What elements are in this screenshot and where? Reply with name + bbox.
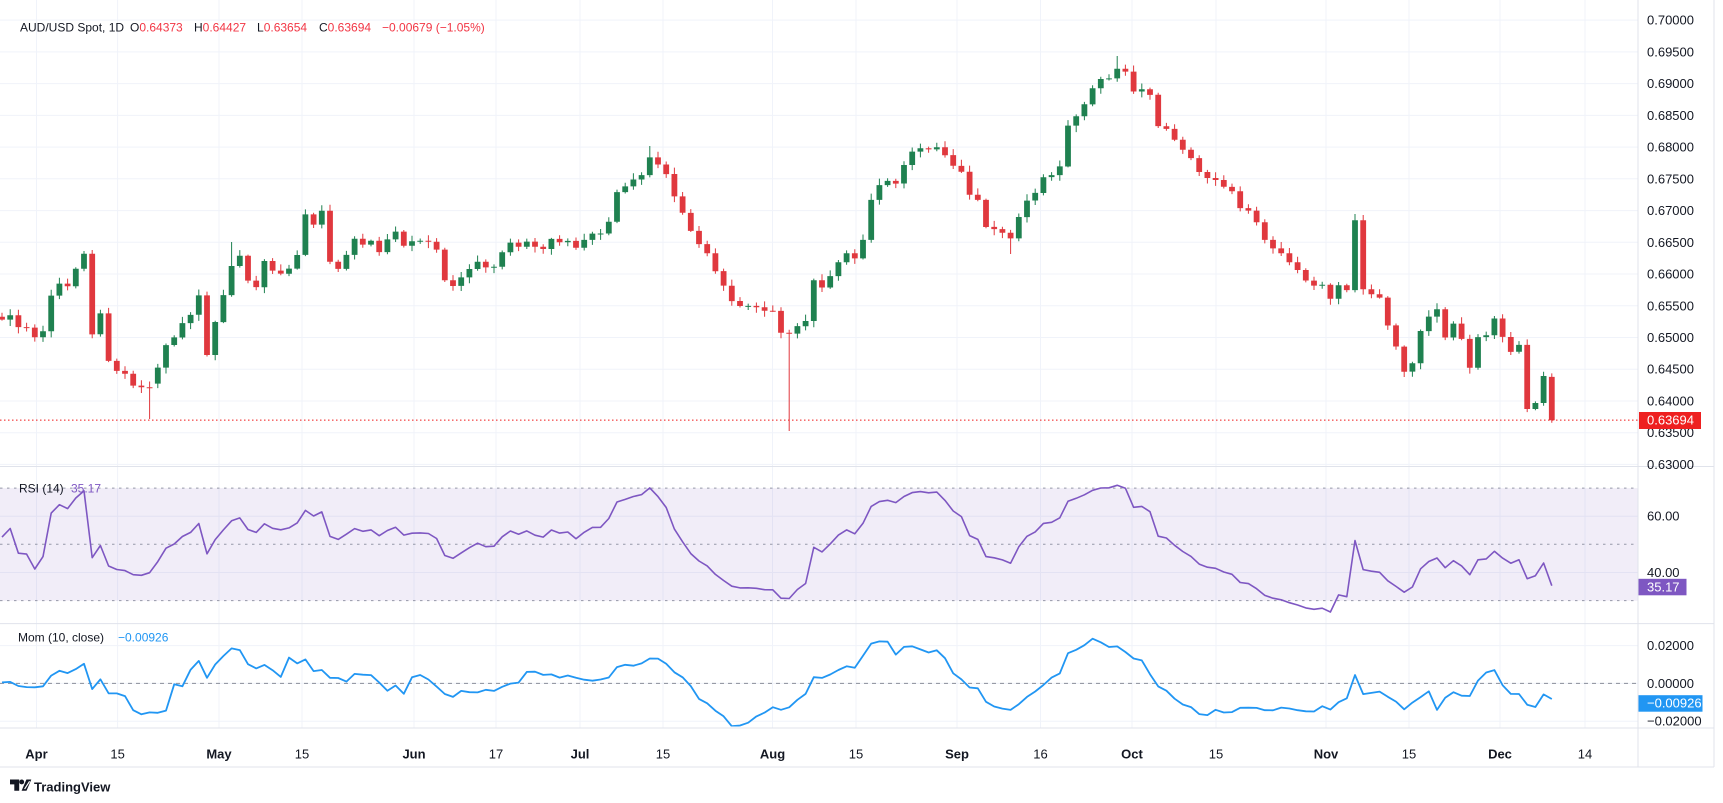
svg-text:0.02000: 0.02000 xyxy=(1647,638,1694,653)
svg-text:AUD/USD Spot, 1D: AUD/USD Spot, 1D xyxy=(20,21,124,35)
svg-text:Mom (10, close): Mom (10, close) xyxy=(18,631,104,645)
svg-text:−0.02000: −0.02000 xyxy=(1647,714,1702,729)
svg-text:15: 15 xyxy=(295,747,309,762)
svg-text:O0.64373: O0.64373 xyxy=(130,21,183,35)
svg-text:−0.00926: −0.00926 xyxy=(118,631,169,645)
svg-text:0.64500: 0.64500 xyxy=(1647,362,1694,377)
svg-text:35.17: 35.17 xyxy=(71,481,101,495)
svg-text:Aug: Aug xyxy=(760,747,785,762)
svg-text:−0.00926: −0.00926 xyxy=(1647,696,1702,711)
svg-text:0.67000: 0.67000 xyxy=(1647,203,1694,218)
svg-text:−0.00679 (−1.05%): −0.00679 (−1.05%) xyxy=(382,21,485,35)
svg-text:C0.63694: C0.63694 xyxy=(319,21,371,35)
svg-text:May: May xyxy=(206,747,232,762)
svg-text:0.70000: 0.70000 xyxy=(1647,13,1694,28)
svg-text:Jun: Jun xyxy=(402,747,425,762)
svg-text:60.00: 60.00 xyxy=(1647,509,1680,524)
svg-text:16: 16 xyxy=(1033,747,1047,762)
svg-text:0.65500: 0.65500 xyxy=(1647,298,1694,313)
svg-text:0.63694: 0.63694 xyxy=(1647,413,1694,428)
svg-text:0.66000: 0.66000 xyxy=(1647,267,1694,282)
svg-text:0.65000: 0.65000 xyxy=(1647,330,1694,345)
svg-text:0.68000: 0.68000 xyxy=(1647,140,1694,155)
svg-text:Dec: Dec xyxy=(1488,747,1512,762)
svg-text:0.69000: 0.69000 xyxy=(1647,76,1694,91)
svg-text:0.63000: 0.63000 xyxy=(1647,457,1694,472)
svg-text:15: 15 xyxy=(110,747,124,762)
svg-text:40.00: 40.00 xyxy=(1647,565,1680,580)
svg-text:Apr: Apr xyxy=(25,747,47,762)
svg-text:14: 14 xyxy=(1578,747,1592,762)
svg-text:15: 15 xyxy=(849,747,863,762)
svg-text:15: 15 xyxy=(1402,747,1416,762)
svg-text:Oct: Oct xyxy=(1121,747,1143,762)
svg-text:0.00000: 0.00000 xyxy=(1647,676,1694,691)
svg-text:TradingView: TradingView xyxy=(34,780,111,795)
svg-text:0.69500: 0.69500 xyxy=(1647,44,1694,59)
svg-text:15: 15 xyxy=(1209,747,1223,762)
svg-text:Nov: Nov xyxy=(1314,747,1339,762)
svg-text:0.66500: 0.66500 xyxy=(1647,235,1694,250)
svg-text:H0.64427: H0.64427 xyxy=(194,21,246,35)
svg-text:35.17: 35.17 xyxy=(1647,579,1680,594)
svg-text:Sep: Sep xyxy=(945,747,969,762)
svg-text:0.64000: 0.64000 xyxy=(1647,394,1694,409)
svg-text:0.68500: 0.68500 xyxy=(1647,108,1694,123)
svg-text:0.67500: 0.67500 xyxy=(1647,171,1694,186)
svg-text:Jul: Jul xyxy=(571,747,590,762)
svg-text:L0.63654: L0.63654 xyxy=(257,21,307,35)
svg-text:RSI (14): RSI (14) xyxy=(19,481,64,495)
svg-text:17: 17 xyxy=(489,747,503,762)
svg-text:15: 15 xyxy=(656,747,670,762)
